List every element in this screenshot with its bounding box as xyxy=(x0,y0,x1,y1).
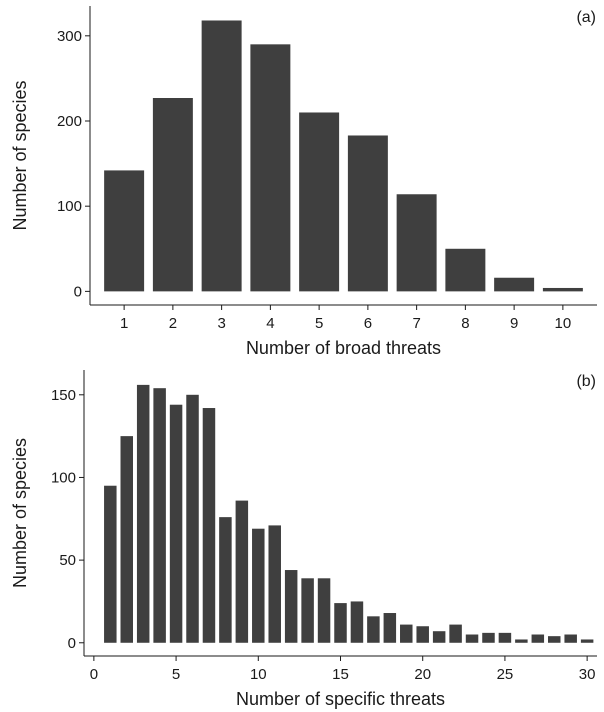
bar-b-2 xyxy=(120,436,133,643)
x-tick-label-a-9: 9 xyxy=(510,315,518,332)
bar-a-10 xyxy=(542,287,583,292)
bar-b-30 xyxy=(580,639,594,643)
bar-b-5 xyxy=(169,404,183,643)
y-axis-title-a: Number of species xyxy=(10,80,30,230)
bar-b-25 xyxy=(498,632,512,643)
bar-a-7 xyxy=(396,194,437,292)
bar-b-11 xyxy=(268,525,281,643)
bar-b-26 xyxy=(515,639,528,643)
y-tick-label-b-150: 150 xyxy=(51,387,76,404)
bar-b-4 xyxy=(153,388,166,643)
bar-a-4 xyxy=(250,44,291,292)
x-tick-label-a-6: 6 xyxy=(364,315,372,332)
bar-b-8 xyxy=(219,517,232,643)
panel-label-a: (a) xyxy=(576,9,596,26)
bar-b-10 xyxy=(252,528,265,643)
x-axis-title-b: Number of specific threats xyxy=(236,689,445,709)
bar-b-6 xyxy=(186,394,199,643)
bar-b-29 xyxy=(564,634,577,643)
y-tick-label-a-200: 200 xyxy=(57,113,82,130)
bar-b-12 xyxy=(284,570,298,643)
bar-a-1 xyxy=(104,170,145,292)
bar-a-2 xyxy=(152,98,193,292)
bar-b-15 xyxy=(334,603,347,643)
x-tick-label-b-15: 15 xyxy=(332,666,349,683)
x-tick-label-b-10: 10 xyxy=(250,666,267,683)
bar-b-7 xyxy=(202,408,216,643)
x-tick-label-b-25: 25 xyxy=(497,666,514,683)
bar-b-21 xyxy=(432,631,446,643)
y-tick-label-a-300: 300 xyxy=(57,28,82,45)
x-tick-label-a-3: 3 xyxy=(217,315,225,332)
bar-b-28 xyxy=(548,636,561,643)
bar-b-18 xyxy=(383,613,397,643)
bar-b-27 xyxy=(531,634,545,643)
x-tick-label-a-5: 5 xyxy=(315,315,323,332)
bar-b-19 xyxy=(400,624,413,643)
y-tick-label-b-0: 0 xyxy=(68,635,76,652)
panel-label-b: (b) xyxy=(576,373,596,390)
bar-a-5 xyxy=(299,112,340,292)
panel-b: 0 50 100 150 0 5 10 15 20 25 30 Number of specific … xyxy=(10,370,597,709)
bar-b-17 xyxy=(367,616,380,643)
y-tick-label-a-0: 0 xyxy=(74,283,82,300)
x-tick-label-a-7: 7 xyxy=(412,315,420,332)
x-tick-label-b-30: 30 xyxy=(579,666,596,683)
x-tick-label-a-1: 1 xyxy=(120,315,128,332)
bar-b-22 xyxy=(449,624,462,643)
y-tick-label-a-100: 100 xyxy=(57,198,82,215)
x-axis-title-a: Number of broad threats xyxy=(246,338,441,358)
x-tick-label-b-20: 20 xyxy=(414,666,431,683)
x-tick-label-a-8: 8 xyxy=(461,315,469,332)
bar-b-24 xyxy=(482,632,495,643)
bar-b-13 xyxy=(301,578,314,643)
x-tick-label-a-10: 10 xyxy=(555,315,572,332)
y-axis-title-b: Number of species xyxy=(10,438,30,588)
y-tick-label-b-50: 50 xyxy=(59,552,76,569)
bar-b-1 xyxy=(104,485,117,643)
bar-a-8 xyxy=(445,248,486,292)
x-tick-label-b-0: 0 xyxy=(90,666,98,683)
panel-a: 0 100 200 300 1 2 3 4 5 6 7 8 9 10 Number of broad thr… xyxy=(10,6,597,358)
y-tick-label-b-100: 100 xyxy=(51,469,76,486)
bar-a-6 xyxy=(347,135,388,292)
bar-b-9 xyxy=(235,500,249,643)
bar-b-14 xyxy=(317,578,331,643)
bar-b-20 xyxy=(416,626,429,643)
x-tick-label-a-4: 4 xyxy=(266,315,274,332)
bar-a-9 xyxy=(494,277,535,292)
bar-b-23 xyxy=(465,634,479,643)
bar-a-3 xyxy=(201,20,242,292)
x-tick-label-a-2: 2 xyxy=(169,315,177,332)
bar-b-3 xyxy=(136,384,150,643)
x-tick-label-b-5: 5 xyxy=(172,666,180,683)
bar-b-16 xyxy=(350,601,364,643)
